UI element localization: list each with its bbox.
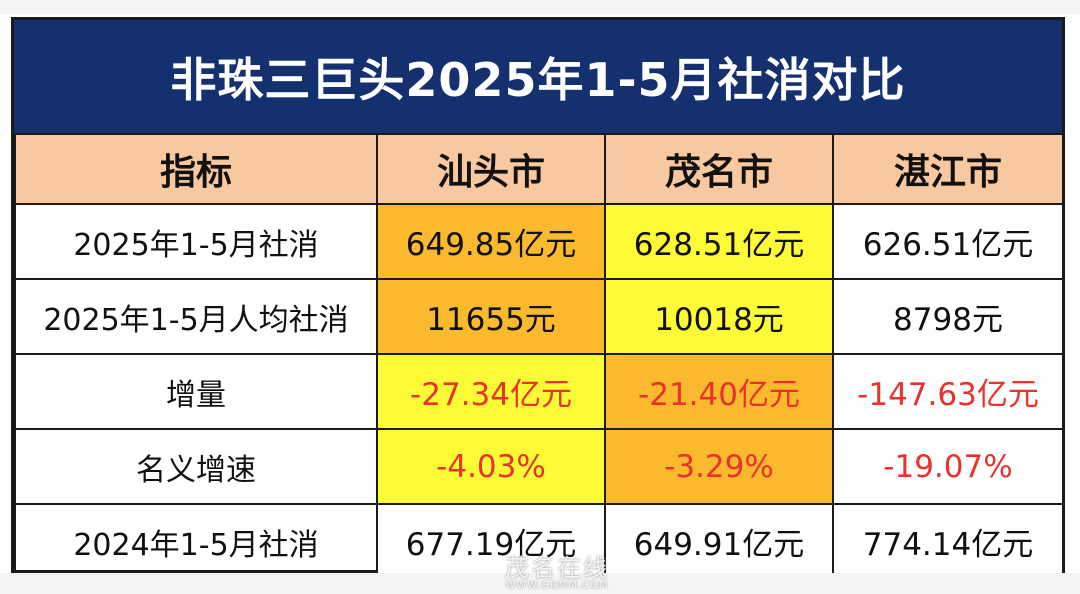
value-cell: 11655元 <box>376 278 606 355</box>
value-cell: 8798元 <box>832 278 1064 355</box>
value-cell: 626.51亿元 <box>832 203 1064 280</box>
screen-top-bar <box>0 0 1080 14</box>
row-label: 增量 <box>14 353 378 430</box>
value-cell: 649.85亿元 <box>376 203 606 280</box>
header-city-maoming: 茂名市 <box>604 133 834 205</box>
table-title: 非珠三巨头2025年1-5月社消对比 <box>14 20 1062 133</box>
value-cell: 10018元 <box>604 278 834 355</box>
value-cell: -4.03% <box>376 428 606 505</box>
table-row: 增量 -27.34亿元 -21.40亿元 -147.63亿元 <box>14 353 1064 430</box>
value-cell: -3.29% <box>604 428 834 505</box>
value-cell: 628.51亿元 <box>604 203 834 280</box>
value-cell: 774.14亿元 <box>832 503 1064 580</box>
table-row: 2024年1-5月社消 677.19亿元 649.91亿元 774.14亿元 <box>14 503 1064 580</box>
row-label: 2024年1-5月社消 <box>14 503 378 580</box>
table-row: 2025年1-5月人均社消 11655元 10018元 8798元 <box>14 278 1064 355</box>
value-cell: -21.40亿元 <box>604 353 834 430</box>
header-city-shantou: 汕头市 <box>376 133 606 205</box>
value-cell: 649.91亿元 <box>604 503 834 580</box>
value-cell: 677.19亿元 <box>376 503 606 580</box>
comparison-table-card: 非珠三巨头2025年1-5月社消对比 指标 汕头市 茂名市 湛江市 2025年1… <box>11 17 1065 580</box>
table-row: 名义增速 -4.03% -3.29% -19.07% <box>14 428 1064 505</box>
row-label: 2025年1-5月人均社消 <box>14 278 378 355</box>
header-city-zhanjiang: 湛江市 <box>832 133 1064 205</box>
value-cell: -19.07% <box>832 428 1064 505</box>
value-cell: -27.34亿元 <box>376 353 606 430</box>
table-header-row: 指标 汕头市 茂名市 湛江市 <box>14 133 1064 205</box>
row-label: 名义增速 <box>14 428 378 505</box>
screen-bottom-bar <box>0 573 1080 594</box>
value-cell: -147.63亿元 <box>832 353 1064 430</box>
header-label-cell: 指标 <box>14 133 378 205</box>
comparison-table: 指标 汕头市 茂名市 湛江市 2025年1-5月社消 649.85亿元 628.… <box>14 133 1064 580</box>
row-label: 2025年1-5月社消 <box>14 203 378 280</box>
table-row: 2025年1-5月社消 649.85亿元 628.51亿元 626.51亿元 <box>14 203 1064 280</box>
